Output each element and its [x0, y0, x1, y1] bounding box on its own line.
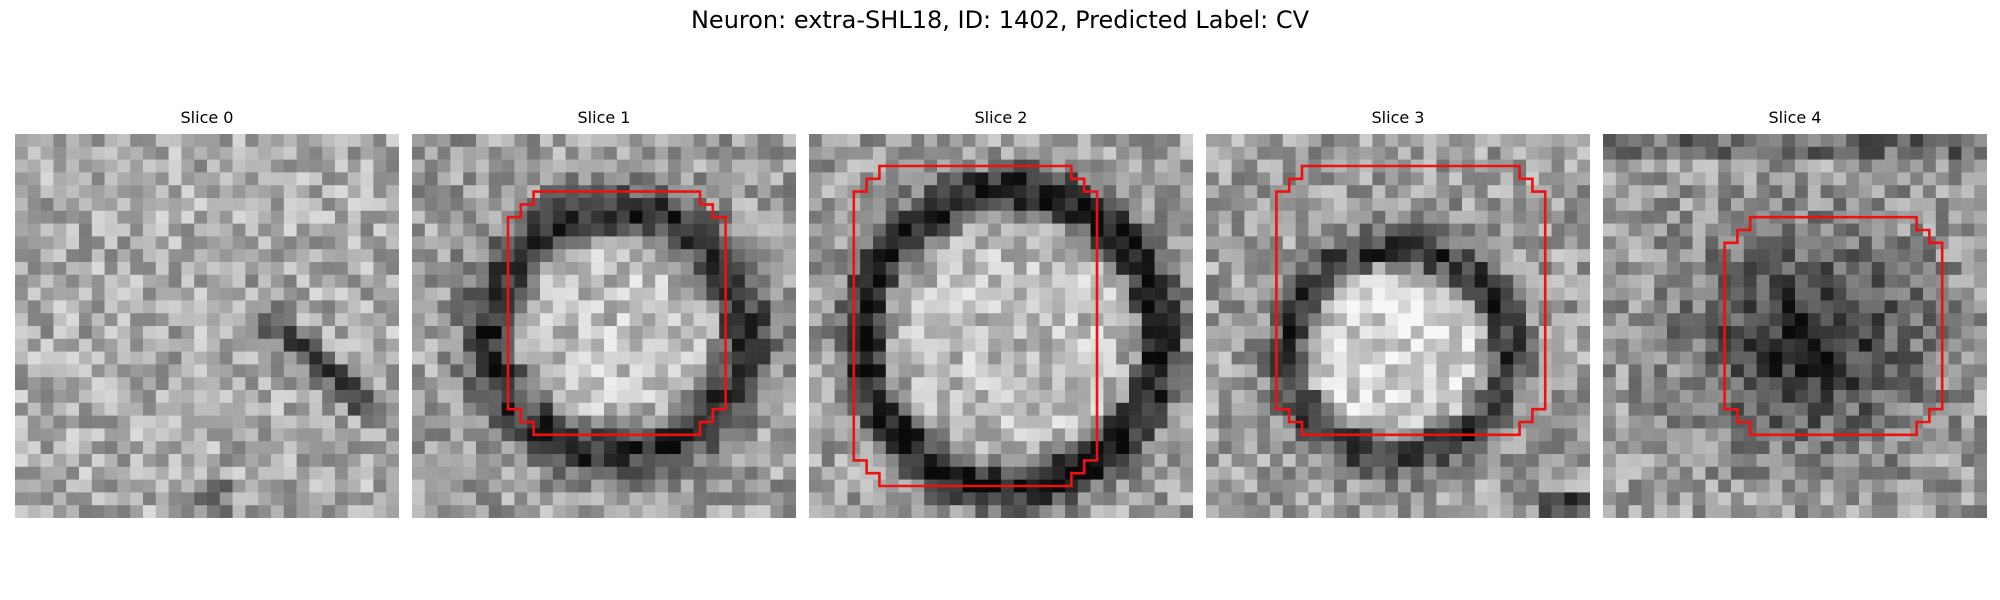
slice-image [15, 134, 399, 518]
slice-panel: Slice 1 [412, 108, 796, 518]
slice-image [809, 134, 1193, 518]
pixel-mosaic [1603, 134, 1987, 518]
slice-panel: Slice 0 [15, 108, 399, 518]
figure-title: Neuron: extra-SHL18, ID: 1402, Predicted… [690, 6, 1310, 34]
slice-image [412, 134, 796, 518]
slice-title: Slice 3 [1371, 108, 1425, 127]
pixel-mosaic [809, 134, 1193, 518]
slice-title: Slice 2 [974, 108, 1028, 127]
pixel-mosaic [1206, 134, 1590, 518]
segmentation-contour [1275, 164, 1547, 437]
segmentation-contour [1723, 215, 1944, 437]
slice-image [1603, 134, 1987, 518]
slice-title: Slice 1 [577, 108, 631, 127]
segmentation-contour [852, 164, 1099, 488]
slice-panel: Slice 4 [1603, 108, 1987, 518]
pixel-mosaic [15, 134, 399, 518]
pixel-mosaic [412, 134, 796, 518]
slice-panel: Slice 2 [809, 108, 1193, 518]
slice-title: Slice 4 [1768, 108, 1822, 127]
slice-panel: Slice 3 [1206, 108, 1590, 518]
segmentation-contour [506, 190, 727, 437]
slice-title: Slice 0 [180, 108, 234, 127]
slice-image [1206, 134, 1590, 518]
